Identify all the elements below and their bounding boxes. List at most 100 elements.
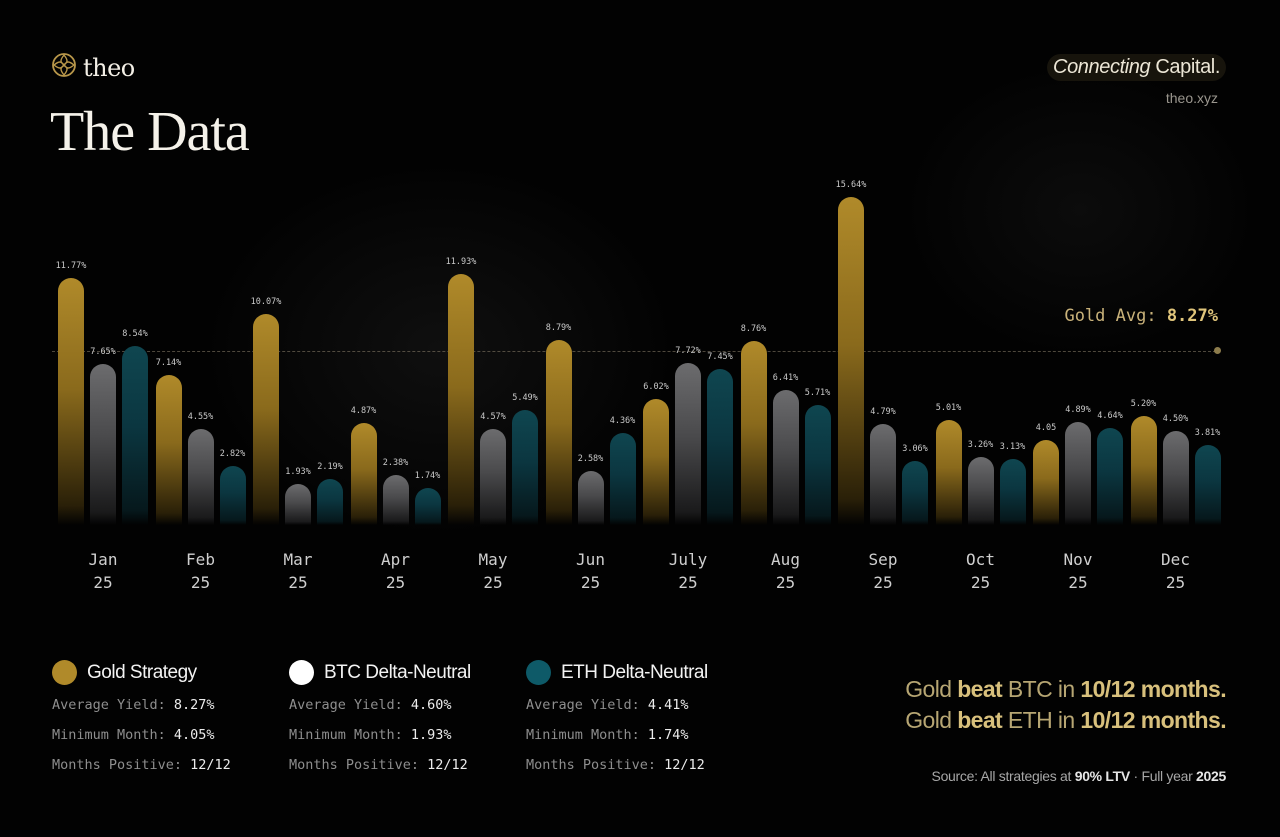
x-axis-month-label: Aug 25 <box>771 550 800 592</box>
gold-legend-dot <box>52 660 77 685</box>
x-axis-month-label: Nov 25 <box>1063 550 1093 592</box>
gold-bar <box>58 277 84 525</box>
bar-value-label: 4.50% <box>1162 413 1189 424</box>
stat-months-positive: Months Positive: 12/12 <box>526 757 705 773</box>
bar-value-label: 4.05 <box>1035 422 1057 433</box>
bar-value-label: 4.36% <box>609 416 636 427</box>
eth-bar <box>999 459 1026 525</box>
stat-minimum-month: Minimum Month: 1.74% <box>526 727 689 743</box>
btc-bar <box>90 364 116 525</box>
btc-bar <box>187 429 214 525</box>
gold-bar <box>935 419 962 525</box>
bar-value-label: 3.81% <box>1194 427 1221 438</box>
btc-bar <box>577 470 604 525</box>
btc-bar <box>285 484 311 525</box>
logo-text: theo <box>83 53 135 82</box>
eth-bar <box>707 368 733 525</box>
bar-value-label: 4.79% <box>870 407 896 418</box>
btc-bar <box>480 429 506 525</box>
btc-bar <box>675 362 701 525</box>
stat-average-yield: Average Yield: 4.41% <box>526 697 689 713</box>
bar-value-label: 7.45% <box>707 351 733 362</box>
bar-value-label: 5.71% <box>804 388 831 399</box>
eth-legend-dot <box>526 660 551 685</box>
summary-line-btc: Gold beat BTC in 10/12 months. <box>905 676 1226 702</box>
bar-value-label: 7.14% <box>155 358 182 369</box>
bar-value-label: 6.02% <box>643 381 669 392</box>
eth-bar <box>219 465 246 525</box>
bar-value-label: 1.74% <box>414 471 441 482</box>
bar-value-label: 5.20% <box>1130 398 1157 409</box>
legend-name: ETH Delta-Neutral <box>561 661 708 683</box>
x-axis-month-label: Feb 25 <box>186 550 215 592</box>
x-axis-month-label: Sep 25 <box>868 550 898 592</box>
x-axis-month-label: Mar 25 <box>283 550 313 592</box>
bar-value-label: 2.19% <box>317 462 343 472</box>
legend-name: BTC Delta-Neutral <box>324 661 471 683</box>
site-url: theo.xyz <box>1165 90 1218 106</box>
eth-bar <box>122 345 148 525</box>
eth-bar <box>512 409 538 525</box>
bar-value-label: 5.01% <box>935 402 962 413</box>
btc-bar <box>1162 430 1189 525</box>
bar-value-label: 7.72% <box>675 345 701 356</box>
page-title: The Data <box>50 101 250 163</box>
stat-minimum-month: Minimum Month: 1.93% <box>289 727 452 743</box>
bar-value-label: 1.93% <box>285 467 311 478</box>
bar-value-label: 8.79% <box>545 323 572 334</box>
gold-average-line <box>52 351 1216 352</box>
brand-logo: theo <box>51 52 135 83</box>
tagline: Connecting Capital. <box>1047 54 1226 81</box>
eth-bar <box>1194 444 1221 525</box>
gold-bar <box>1130 415 1157 525</box>
x-axis-month-label: Jan 25 <box>88 550 118 592</box>
gold-bar <box>740 341 767 525</box>
bar-value-label: 11.77% <box>55 260 87 271</box>
gold-bar <box>155 375 182 525</box>
tagline-italic: Connecting <box>1053 56 1151 78</box>
stat-months-positive: Months Positive: 12/12 <box>289 757 468 773</box>
stat-months-positive: Months Positive: 12/12 <box>52 757 231 773</box>
theo-logo-icon <box>51 52 77 83</box>
bar-value-label: 7.65% <box>90 347 116 358</box>
x-axis-month-label: Dec 25 <box>1161 550 1190 592</box>
bar-value-label: 15.64% <box>835 179 867 190</box>
bar-value-label: 5.49% <box>512 392 538 403</box>
gold-bar <box>643 398 669 525</box>
tagline-rest: Capital. <box>1150 56 1220 78</box>
legend-name: Gold Strategy <box>87 661 197 683</box>
bar-value-label: 4.55% <box>187 412 214 423</box>
gold-bar <box>350 422 377 525</box>
btc-bar <box>870 424 896 525</box>
btc-legend-dot <box>289 660 314 685</box>
bar-value-label: 3.06% <box>902 443 928 454</box>
bar-chart: Gold Avg: 8.27% 11.77% 7.65% 8.54% Jan 25 7.1… <box>52 179 1221 592</box>
btc-bar <box>772 390 799 525</box>
bar-value-label: 4.89% <box>1065 405 1091 416</box>
btc-bar <box>1065 422 1091 525</box>
x-axis-month-label: Apr 25 <box>381 550 410 592</box>
bar-value-label: 2.38% <box>382 458 409 469</box>
bar-value-label: 11.93% <box>445 257 477 268</box>
avg-label-text: Gold Avg: <box>1064 306 1167 326</box>
btc-bar <box>382 475 409 525</box>
gold-bar <box>838 196 864 525</box>
source-note: Source: All strategies at 90% LTV · Full… <box>931 768 1227 784</box>
bar-value-label: 6.41% <box>772 373 799 384</box>
x-axis-month-label: May 25 <box>478 550 508 592</box>
stat-average-yield: Average Yield: 8.27% <box>52 697 215 713</box>
bar-value-label: 4.64% <box>1097 410 1123 421</box>
legend-gold: Gold Strategy Average Yield: 8.27% Minim… <box>52 660 231 775</box>
bar-value-label: 8.54% <box>122 328 148 339</box>
eth-bar <box>414 488 441 525</box>
bar-value-label: 10.07% <box>250 296 282 307</box>
bar-value-label: 3.13% <box>999 442 1026 453</box>
stat-average-yield: Average Yield: 4.60% <box>289 697 452 713</box>
avg-value: 8.27% <box>1166 306 1218 326</box>
x-axis-month-label: Jun 25 <box>576 550 605 592</box>
eth-bar <box>1097 427 1123 525</box>
gold-bar <box>545 340 572 525</box>
summary-line-eth: Gold beat ETH in 10/12 months. <box>905 707 1226 733</box>
gold-bar <box>1033 439 1059 525</box>
legend-btc: BTC Delta-Neutral Average Yield: 4.60% M… <box>289 660 471 775</box>
